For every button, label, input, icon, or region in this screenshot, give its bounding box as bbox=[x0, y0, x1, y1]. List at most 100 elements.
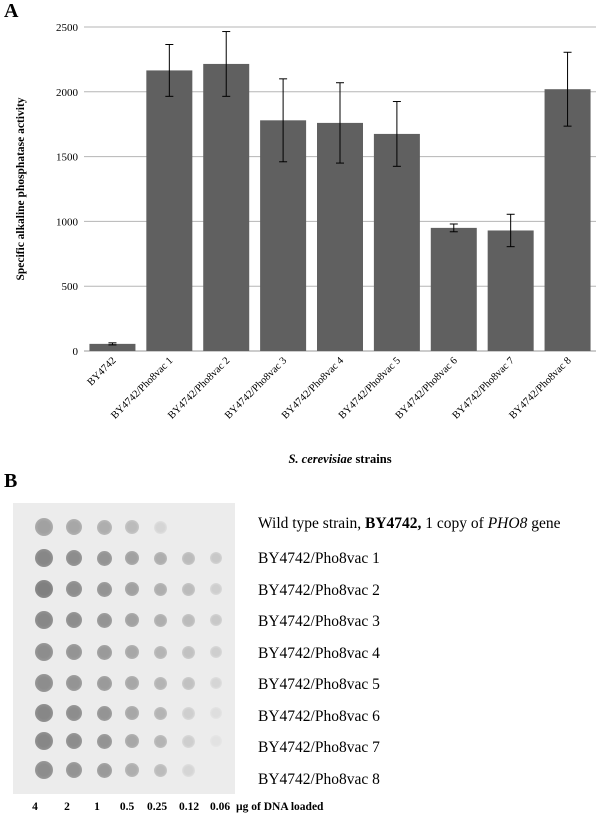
blot-dot bbox=[35, 674, 53, 692]
blot-dot bbox=[181, 734, 195, 748]
blot-row-label: BY4742/Pho8vac 2 bbox=[258, 582, 380, 599]
blot-dot bbox=[125, 551, 139, 565]
blot-dot bbox=[35, 761, 53, 779]
y-tick-label: 1500 bbox=[56, 152, 79, 164]
panel-a-letter: A bbox=[4, 0, 19, 22]
blot-row-label: BY4742/Pho8vac 3 bbox=[258, 613, 380, 630]
x-tick-label: BY4742/Pho8vac 3 bbox=[223, 355, 289, 421]
blot-dot bbox=[125, 582, 139, 596]
blot-dot bbox=[96, 612, 112, 628]
blot-dot bbox=[35, 580, 53, 598]
blot-dot bbox=[35, 643, 53, 661]
x-tick-label: BY4742/Pho8vac 8 bbox=[508, 355, 574, 421]
blot-label-wild-type: Wild type strain, BY4742, 1 copy of PHO8… bbox=[258, 515, 561, 532]
blot-dot bbox=[153, 551, 167, 565]
blot-dot bbox=[66, 762, 82, 778]
blot-dot bbox=[96, 762, 112, 778]
blot-dot bbox=[153, 582, 167, 596]
blot-dot bbox=[96, 705, 112, 721]
blot-dot bbox=[181, 551, 195, 565]
x-tick-label: BY4742/Pho8vac 6 bbox=[394, 355, 460, 421]
blot-dot bbox=[210, 677, 222, 689]
dose-label: 0.06 bbox=[209, 801, 231, 813]
blot-dot bbox=[35, 732, 53, 750]
y-tick-label: 500 bbox=[62, 281, 79, 293]
blot-dot bbox=[96, 519, 112, 535]
x-tick-label: BY4742 bbox=[86, 355, 119, 388]
blot-dot bbox=[125, 734, 139, 748]
blot-dot bbox=[125, 613, 139, 627]
blot-dot bbox=[181, 582, 195, 596]
blot-dot bbox=[96, 644, 112, 660]
blot-dot bbox=[125, 645, 139, 659]
blot-dot bbox=[125, 763, 139, 777]
blot-row-label: BY4742/Pho8vac 4 bbox=[258, 645, 380, 662]
blot-dot bbox=[96, 733, 112, 749]
blot-dot bbox=[96, 581, 112, 597]
dose-label: 0.5 bbox=[119, 801, 135, 813]
blot-dot bbox=[153, 613, 167, 627]
blot-dot bbox=[66, 733, 82, 749]
blot-dot bbox=[35, 518, 53, 536]
blot-dot bbox=[66, 644, 82, 660]
wild-type-strain-name: BY4742, bbox=[365, 515, 422, 532]
blot-dot bbox=[66, 612, 82, 628]
bar bbox=[373, 133, 420, 351]
x-tick-label: BY4742/Pho8vac 2 bbox=[166, 355, 232, 421]
blot-dot bbox=[66, 581, 82, 597]
bar bbox=[430, 227, 477, 351]
blot-row-label: BY4742/Pho8vac 5 bbox=[258, 676, 380, 693]
blot-dot bbox=[210, 583, 222, 595]
blot-dot bbox=[153, 734, 167, 748]
y-tick-label: 0 bbox=[73, 346, 79, 358]
dose-label: 0.12 bbox=[178, 801, 200, 813]
blot-dot bbox=[181, 706, 195, 720]
y-axis-label: Specific alkaline phosphatase activity bbox=[15, 97, 27, 280]
y-tick-label: 2000 bbox=[56, 87, 79, 99]
blot-dot bbox=[66, 675, 82, 691]
blot-dot bbox=[210, 707, 222, 719]
blot-dot bbox=[125, 676, 139, 690]
dose-unit-label: µg of DNA loaded bbox=[236, 801, 324, 813]
blot-row-label: BY4742/Pho8vac 8 bbox=[258, 771, 380, 788]
x-tick-label: BY4742/Pho8vac 1 bbox=[109, 355, 175, 421]
x-axis-label: S. cerevisiae strains bbox=[288, 452, 391, 466]
bar bbox=[146, 70, 193, 351]
blot-dot bbox=[210, 552, 222, 564]
bar bbox=[89, 343, 136, 351]
dose-label: 2 bbox=[64, 801, 70, 813]
x-tick-label: BY4742/Pho8vac 5 bbox=[337, 355, 403, 421]
blot-dot bbox=[181, 763, 195, 777]
bar bbox=[544, 89, 591, 351]
blot-dot bbox=[35, 611, 53, 629]
blot-dot bbox=[35, 704, 53, 722]
blot-dot bbox=[153, 645, 167, 659]
blot-dot bbox=[96, 675, 112, 691]
blot-dot bbox=[181, 645, 195, 659]
blot-dot bbox=[35, 549, 53, 567]
x-tick-label: BY4742/Pho8vac 7 bbox=[451, 355, 517, 421]
wild-type-gene-name: PHO8 bbox=[487, 515, 528, 532]
dot-blot-membrane bbox=[13, 503, 235, 794]
blot-dot bbox=[181, 613, 195, 627]
blot-dot bbox=[153, 763, 167, 777]
x-tick-label: BY4742/Pho8vac 4 bbox=[280, 355, 347, 422]
bar-chart: 05001000150020002500BY4742BY4742/Pho8vac… bbox=[15, 22, 596, 466]
blot-dot bbox=[153, 676, 167, 690]
bar bbox=[203, 63, 250, 351]
blot-dot bbox=[96, 550, 112, 566]
blot-row-label: BY4742/Pho8vac 6 bbox=[258, 708, 380, 725]
blot-dot bbox=[125, 520, 139, 534]
blot-dot bbox=[66, 705, 82, 721]
panel-b-letter: B bbox=[4, 470, 18, 492]
blot-dot bbox=[66, 550, 82, 566]
blot-dot bbox=[125, 706, 139, 720]
blot-dot bbox=[153, 520, 167, 534]
blot-row-label: BY4742/Pho8vac 1 bbox=[258, 550, 380, 567]
blot-dot bbox=[210, 646, 222, 658]
blot-dot bbox=[181, 676, 195, 690]
blot-dot bbox=[210, 735, 222, 747]
dose-label: 1 bbox=[94, 801, 100, 813]
blot-row-label: BY4742/Pho8vac 7 bbox=[258, 739, 380, 756]
blot-dot bbox=[153, 706, 167, 720]
